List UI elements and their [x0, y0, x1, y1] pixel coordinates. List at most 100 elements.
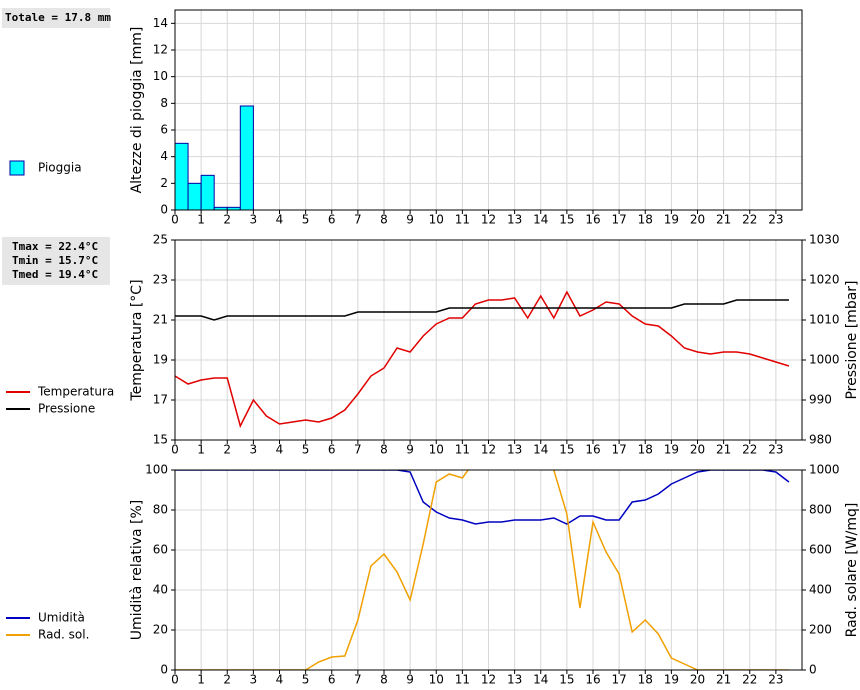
- x-tick-label: 2: [223, 213, 231, 227]
- x-tick-label: 20: [690, 673, 705, 687]
- line: [175, 470, 789, 670]
- y2-tick-label: 1010: [809, 313, 840, 327]
- bar: [200, 174, 215, 210]
- bar: [187, 182, 202, 210]
- summary-text: Tmin = 15.7°C: [12, 254, 98, 267]
- y-tick-label: 2: [160, 176, 168, 190]
- x-tick-label: 1: [197, 673, 205, 687]
- x-tick-label: 15: [559, 443, 574, 457]
- y-tick-label: 40: [153, 583, 168, 597]
- x-tick-label: 9: [406, 443, 414, 457]
- x-tick-label: 13: [507, 673, 522, 687]
- line: [175, 290, 790, 429]
- y-tick-label: 12: [153, 43, 168, 57]
- y-tick-label: 8: [160, 96, 168, 110]
- x-tick-label: 21: [716, 213, 731, 227]
- x-tick-label: 19: [664, 443, 679, 457]
- x-tick-label: 14: [533, 673, 548, 687]
- x-tick-label: 8: [380, 213, 388, 227]
- x-tick-label: 23: [768, 673, 783, 687]
- summary-text: Totale = 17.8 mm: [5, 11, 111, 24]
- x-tick-label: 3: [250, 673, 258, 687]
- y2-tick-label: 990: [809, 393, 832, 407]
- y-tick-label: 23: [153, 273, 168, 287]
- x-tick-label: 10: [429, 673, 444, 687]
- x-tick-label: 15: [559, 213, 574, 227]
- legend-swatch: [9, 160, 25, 176]
- legend-label: Umidità: [38, 611, 85, 625]
- x-tick-label: 21: [716, 443, 731, 457]
- y-tick-label: 17: [153, 393, 168, 407]
- x-tick-label: 15: [559, 673, 574, 687]
- plot-frame: [174, 239, 803, 441]
- x-tick-label: 13: [507, 213, 522, 227]
- x-tick-label: 18: [638, 213, 653, 227]
- line: [175, 470, 790, 525]
- x-tick-label: 9: [406, 213, 414, 227]
- plot-frame: [174, 9, 803, 211]
- y-tick-label: 14: [153, 16, 168, 30]
- y2-axis-label: Rad. solare [W/mq]: [844, 503, 860, 638]
- summary-text: Tmed = 19.4°C: [12, 268, 98, 281]
- x-tick-label: 20: [690, 213, 705, 227]
- x-tick-label: 17: [611, 213, 626, 227]
- x-tick-label: 12: [481, 443, 496, 457]
- y2-axis-label: Pressione [mbar]: [844, 280, 860, 399]
- x-tick-label: 22: [742, 443, 757, 457]
- y-tick-label: 0: [160, 663, 168, 677]
- x-tick-label: 19: [664, 213, 679, 227]
- summary-text: Tmax = 22.4°C: [12, 240, 98, 253]
- summary-box: [2, 237, 110, 285]
- x-tick-label: 11: [455, 673, 470, 687]
- x-tick-label: 20: [690, 443, 705, 457]
- y-tick-label: 0: [160, 203, 168, 217]
- x-tick-label: 5: [302, 443, 310, 457]
- y2-tick-label: 980: [809, 433, 832, 447]
- x-tick-label: 0: [171, 443, 179, 457]
- y-axis-label: Temperatura [°C]: [129, 279, 145, 401]
- x-tick-label: 3: [250, 443, 258, 457]
- x-tick-label: 14: [533, 213, 548, 227]
- x-tick-label: 2: [223, 673, 231, 687]
- x-tick-label: 12: [481, 213, 496, 227]
- y-tick-label: 20: [153, 623, 168, 637]
- x-tick-label: 16: [585, 443, 600, 457]
- y2-tick-label: 0: [809, 663, 817, 677]
- y-tick-label: 100: [145, 463, 168, 477]
- legend-label: Temperatura: [37, 385, 114, 399]
- y-tick-label: 21: [153, 313, 168, 327]
- x-tick-label: 22: [742, 213, 757, 227]
- y-tick-label: 4: [160, 149, 168, 163]
- x-tick-label: 0: [171, 673, 179, 687]
- y2-tick-label: 1020: [809, 273, 840, 287]
- y-tick-label: 6: [160, 123, 168, 137]
- y-tick-label: 80: [153, 503, 168, 517]
- summary-box: [2, 8, 110, 28]
- x-tick-label: 5: [302, 213, 310, 227]
- legend-label: Rad. sol.: [38, 628, 89, 642]
- x-tick-label: 10: [429, 213, 444, 227]
- y-tick-label: 19: [153, 353, 168, 367]
- x-tick-label: 9: [406, 673, 414, 687]
- x-tick-label: 11: [455, 213, 470, 227]
- x-tick-label: 5: [302, 673, 310, 687]
- y2-tick-label: 800: [809, 503, 832, 517]
- line: [175, 299, 789, 321]
- y-tick-label: 15: [153, 433, 168, 447]
- x-tick-label: 11: [455, 443, 470, 457]
- x-tick-label: 6: [328, 213, 336, 227]
- x-tick-label: 18: [638, 443, 653, 457]
- y-tick-label: 10: [153, 69, 168, 83]
- y2-tick-label: 1030: [809, 233, 840, 247]
- x-tick-label: 6: [328, 673, 336, 687]
- y-tick-label: 25: [153, 233, 168, 247]
- x-tick-label: 3: [250, 213, 258, 227]
- y2-tick-label: 200: [809, 623, 832, 637]
- x-tick-label: 2: [223, 443, 231, 457]
- x-tick-label: 18: [638, 673, 653, 687]
- y2-tick-label: 1000: [809, 463, 840, 477]
- x-tick-label: 7: [354, 443, 362, 457]
- x-tick-label: 23: [768, 213, 783, 227]
- x-tick-label: 8: [380, 443, 388, 457]
- x-tick-label: 6: [328, 443, 336, 457]
